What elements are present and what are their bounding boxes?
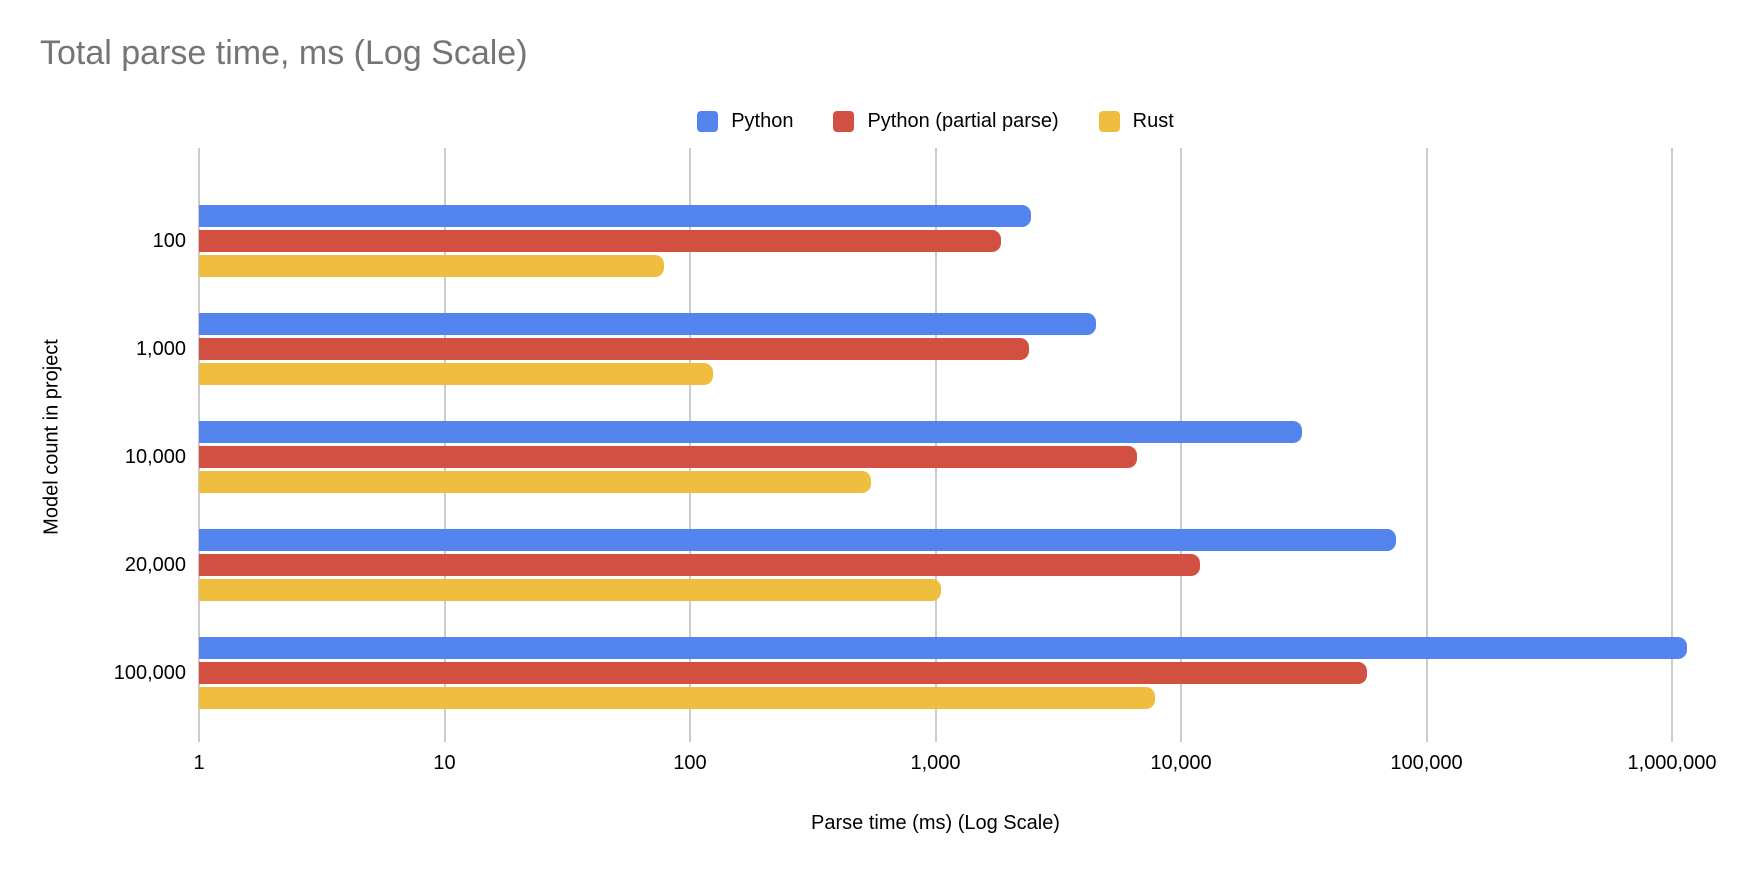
x-tick-label-1-000: 1,000 <box>910 752 961 774</box>
legend-label-rust: Rust <box>1132 110 1174 132</box>
bar-python-partial-parse-1-000[interactable] <box>199 338 1029 360</box>
bar-rust-100-000[interactable] <box>199 687 1155 709</box>
bar-python-partial-parse-20-000[interactable] <box>199 554 1201 576</box>
gridline-100-000 <box>1425 148 1428 730</box>
legend-label-python: Python <box>731 110 794 132</box>
bar-python-100-000[interactable] <box>199 637 1687 659</box>
y-category-label-100-000: 100,000 <box>113 662 186 684</box>
tick-mark-10 <box>443 730 446 742</box>
tick-mark-1-000-000 <box>1671 730 1673 742</box>
y-category-label-10-000: 10,000 <box>124 446 186 468</box>
bar-python-10-000[interactable] <box>199 421 1302 443</box>
tick-mark-100-000 <box>1425 730 1428 742</box>
y-axis-title: Model count in project <box>40 339 63 535</box>
bar-rust-10-000[interactable] <box>199 471 871 493</box>
legend-item-python[interactable]: Python <box>697 110 793 133</box>
y-category-label-1-000: 1,000 <box>135 338 186 360</box>
bar-rust-20-000[interactable] <box>199 579 941 601</box>
bar-python-100[interactable] <box>199 205 1032 227</box>
bar-python-1-000[interactable] <box>199 313 1096 335</box>
legend-item-rust[interactable]: Rust <box>1098 110 1174 133</box>
x-tick-label-1: 1 <box>193 752 205 774</box>
tick-mark-100 <box>689 730 691 742</box>
x-tick-label-100: 100 <box>673 752 707 774</box>
y-category-label-100: 100 <box>152 230 186 252</box>
x-tick-label-1-000-000: 1,000,000 <box>1627 752 1717 774</box>
bar-python-20-000[interactable] <box>199 529 1396 551</box>
bar-rust-100[interactable] <box>199 255 664 277</box>
tick-mark-1-000 <box>934 730 937 742</box>
gridline-1-000-000 <box>1671 148 1673 730</box>
plot-area: 1 10 100 1,000 10,000 100,000 1,000,000 100 1,00… <box>114 148 1716 774</box>
x-tick-label-10-000: 10,000 <box>1150 752 1212 774</box>
bar-rust-1-000[interactable] <box>199 363 713 385</box>
legend-swatch-python <box>697 111 719 132</box>
x-tick-label-10: 10 <box>433 752 456 774</box>
x-tick-label-100-000: 100,000 <box>1390 752 1463 774</box>
legend-swatch-python-partial-parse <box>833 111 855 132</box>
legend-item-python-partial-parse[interactable]: Python (partial parse) <box>833 110 1059 133</box>
legend-label-python-partial-parse: Python (partial parse) <box>867 110 1059 132</box>
x-axis-title: Parse time (ms) (Log Scale) <box>811 812 1060 834</box>
legend: Python Python (partial parse) Rust <box>199 110 1672 133</box>
chart-title: Total parse time, ms (Log Scale) <box>40 34 528 72</box>
tick-mark-10-000 <box>1180 730 1182 742</box>
tick-mark-1 <box>198 730 200 742</box>
bar-python-partial-parse-100-000[interactable] <box>199 662 1367 684</box>
y-category-label-20-000: 20,000 <box>124 554 186 576</box>
bar-python-partial-parse-100[interactable] <box>199 230 1002 252</box>
bar-python-partial-parse-10-000[interactable] <box>199 446 1137 468</box>
legend-swatch-rust <box>1098 111 1120 132</box>
